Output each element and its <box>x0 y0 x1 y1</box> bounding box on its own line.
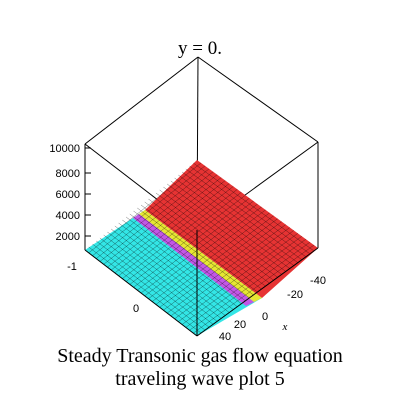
surface-grid-line <box>189 241 311 331</box>
chart-title: y = 0. <box>178 38 222 59</box>
x-tick-label: -40 <box>310 275 326 287</box>
x-tick-label: 0 <box>262 311 268 323</box>
caption-line-1: Steady Transonic gas flow equation <box>57 345 343 367</box>
surface <box>85 160 318 336</box>
box-edge <box>197 56 319 143</box>
z-tick-label: 2000 <box>56 231 80 243</box>
z-tick-label: 4000 <box>56 210 80 222</box>
surface-grid-line <box>181 236 302 325</box>
z-tick-label: 10000 <box>49 143 80 155</box>
x-tick-label: -20 <box>287 289 303 301</box>
surface-grid-line <box>189 165 311 255</box>
surface-transition-band <box>133 214 254 306</box>
surface-transition-band <box>139 210 262 302</box>
y-tick-label: 0 <box>133 303 139 315</box>
z-tick-label: 8000 <box>56 168 80 180</box>
box-edge <box>84 56 199 145</box>
surface-grid-line <box>178 233 298 322</box>
caption-line-2: traveling wave plot 5 <box>115 368 285 390</box>
surface-grid-line <box>193 244 315 334</box>
surface-grid-line <box>193 162 315 252</box>
bounding-box-front <box>84 142 319 337</box>
surface-grid-line <box>181 171 302 260</box>
x-tick-label: 40 <box>219 331 231 343</box>
y-tick-label: -1 <box>67 261 77 273</box>
surface-grid-line <box>185 168 307 257</box>
z-tick-label: 6000 <box>56 189 80 201</box>
x-tick-label: 20 <box>234 319 246 331</box>
x-axis-label: x <box>282 321 288 333</box>
surface-low-region <box>85 210 262 336</box>
surface-grid-line <box>185 239 307 328</box>
box-edge <box>84 249 198 337</box>
box-edge <box>196 247 319 337</box>
